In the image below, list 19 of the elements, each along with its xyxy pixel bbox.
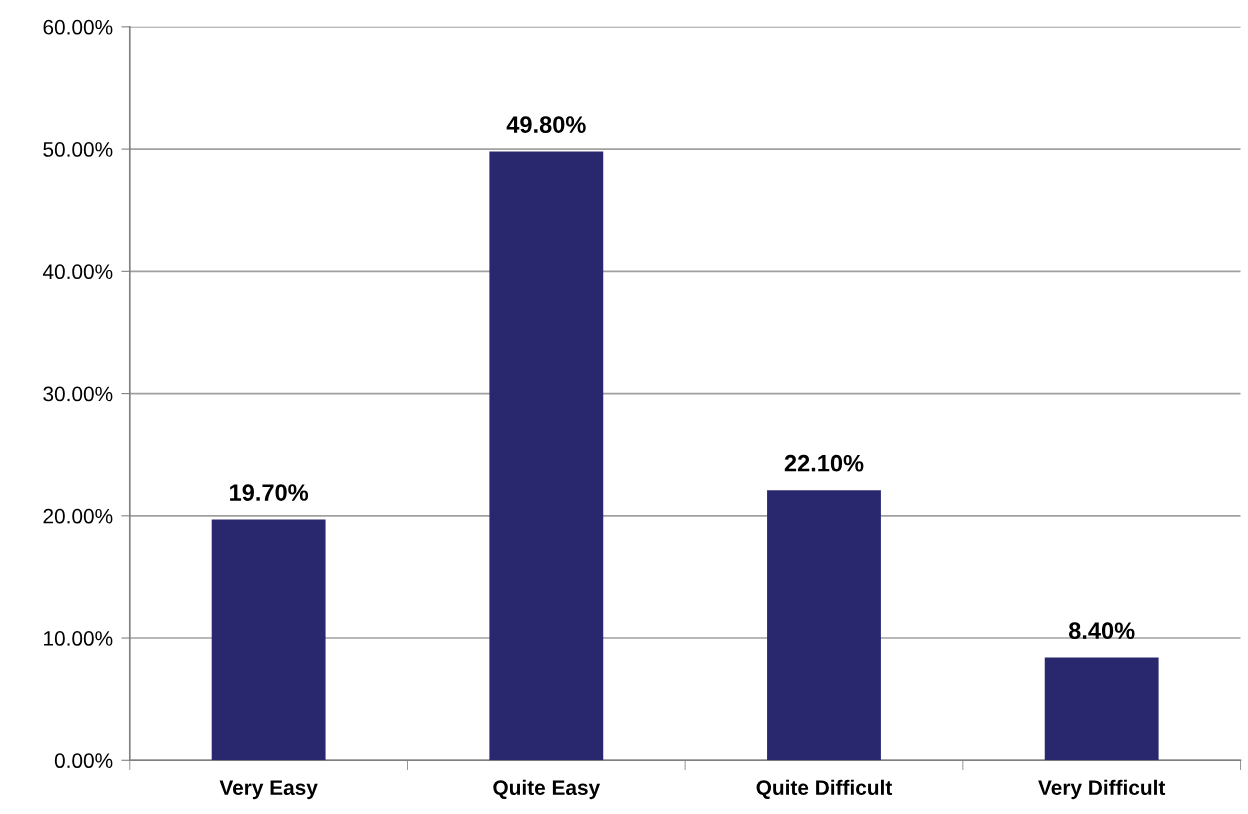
bar [489, 151, 604, 761]
x-tick-label: Quite Difficult [756, 779, 893, 799]
y-tick-label: 30.00% [43, 386, 113, 402]
data-label: 19.70% [230, 484, 309, 501]
y-tick-label: 50.00% [43, 142, 113, 157]
data-label: 22.10% [784, 454, 864, 472]
data-label: 8.40% [1068, 622, 1135, 640]
y-tick-label: 10.00% [44, 631, 113, 646]
bar [211, 519, 326, 761]
y-tick-label: 20.00% [43, 508, 113, 524]
x-tick-label: Very Difficult [1038, 779, 1166, 800]
y-tick-label: 0.00% [54, 753, 113, 769]
bar [1044, 657, 1159, 761]
data-label: 49.80% [506, 116, 586, 133]
x-tick-label: Quite Easy [493, 779, 601, 800]
y-tick-label: 60.00% [43, 19, 113, 35]
x-tick-label: Very Easy [219, 780, 318, 800]
y-tick-label: 40.00% [42, 264, 113, 280]
bar [767, 490, 881, 761]
